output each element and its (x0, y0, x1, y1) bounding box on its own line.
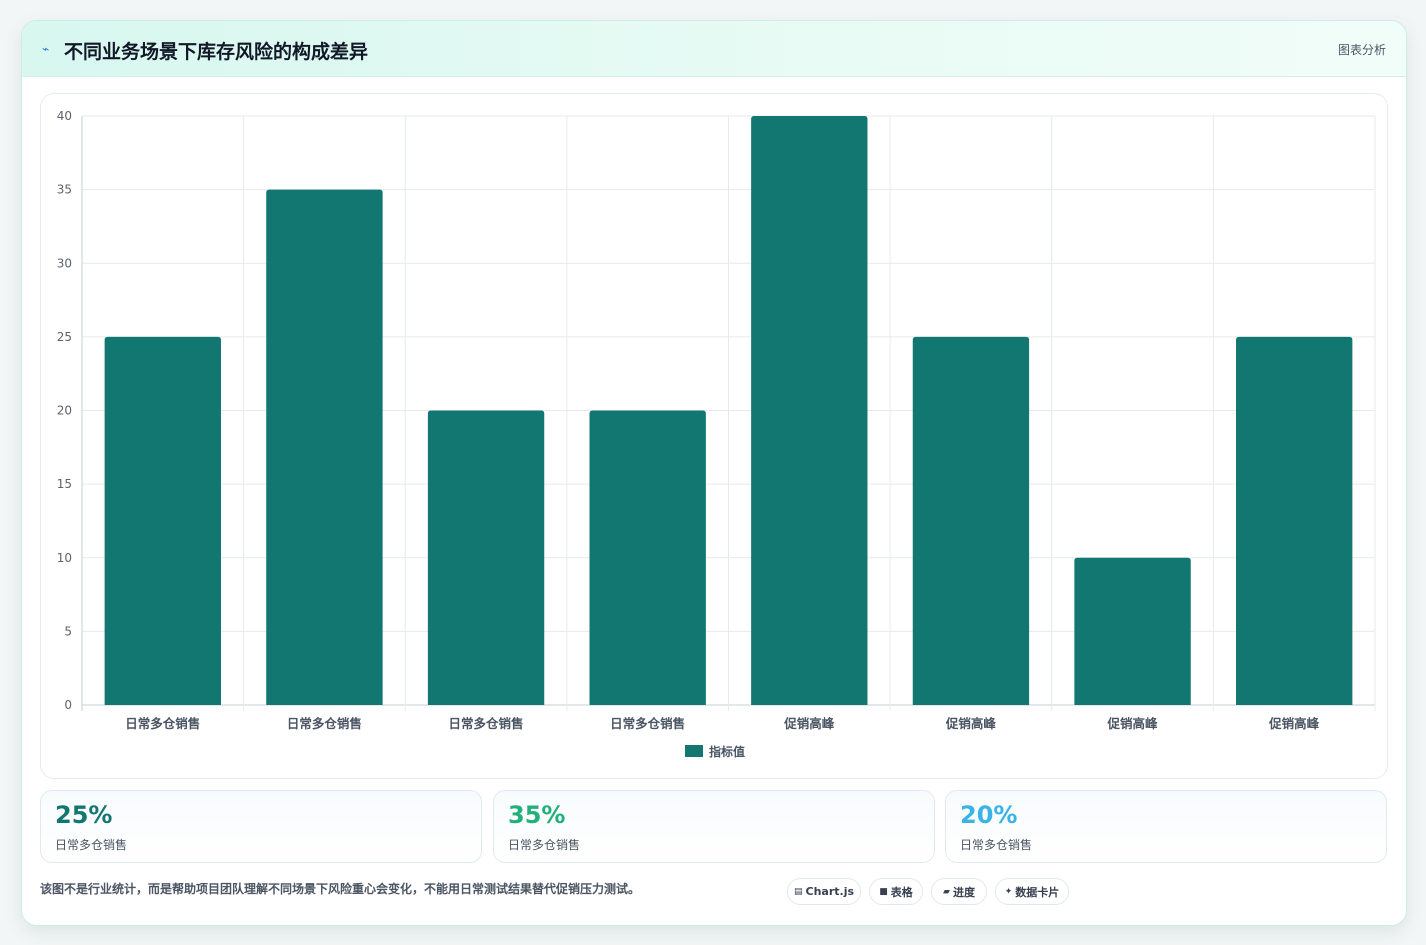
bar (104, 336, 221, 705)
stat-label: 日常多仓销售 (508, 838, 581, 852)
y-tick-label: 25 (57, 330, 72, 344)
stat-label: 日常多仓销售 (960, 838, 1033, 852)
chip-label: 数据卡片 (1015, 885, 1060, 899)
bar (1236, 336, 1353, 705)
stat-value: 20% (960, 801, 1018, 829)
bar-chart: 0 5 10 15 20 25 30 35 40 日常多仓销售 日常多仓销售 日常多仓销售 日常多仓销售… (57, 109, 1376, 759)
chip-progress[interactable]: ▰ 进度 (931, 878, 987, 905)
y-tick-label: 30 (57, 256, 72, 270)
chip-label: 进度 (952, 885, 975, 899)
x-tick-label: 促销高峰 (945, 716, 997, 731)
x-tick-label: 日常多仓销售 (449, 716, 524, 731)
stat-card-3: 20% 日常多仓销售 (945, 790, 1387, 863)
y-tick-label: 5 (64, 624, 72, 638)
stat-value: 25% (55, 801, 113, 829)
y-tick-label: 0 (64, 698, 72, 712)
bar (1074, 557, 1191, 705)
bar (751, 116, 868, 705)
chip-table[interactable]: ■ 表格 (869, 878, 923, 905)
x-tick-label: 促销高峰 (783, 716, 835, 731)
chart-panel: 0 5 10 15 20 25 30 35 40 日常多仓销售 日常多仓销售 日常多仓销售 日常多仓销售… (40, 93, 1388, 779)
table-icon: ■ (879, 886, 888, 897)
bar (912, 336, 1030, 705)
chip-chartjs[interactable]: ▤ Chart.js (787, 878, 861, 905)
chip-label: 表格 (890, 885, 913, 899)
stat-card-1: 25% 日常多仓销售 (40, 790, 482, 863)
chart-card: ⌁ 不同业务场景下库存风险的构成差异 图表分析 0 5 10 15 20 25 30 35 40… (21, 20, 1407, 926)
chart-title: 不同业务场景下库存风险的构成差异 (64, 41, 369, 63)
chip-label: Chart.js (805, 885, 855, 898)
stat-value: 35% (508, 801, 566, 829)
bar (427, 410, 545, 705)
x-tick-label: 促销高峰 (1268, 716, 1320, 731)
x-tick-label: 日常多仓销售 (125, 716, 200, 731)
sparkline-icon: ⌁ (42, 42, 50, 56)
y-tick-label: 20 (57, 404, 72, 418)
bar (266, 189, 383, 705)
y-tick-label: 35 (57, 183, 72, 197)
y-tick-label: 15 (57, 477, 72, 491)
stat-card-2: 35% 日常多仓销售 (493, 790, 935, 863)
stat-label: 日常多仓销售 (55, 838, 128, 852)
chart-analysis-tag[interactable]: 图表分析 (1337, 43, 1386, 57)
x-tick-label: 日常多仓销售 (287, 716, 362, 731)
progress-icon: ▰ (943, 886, 950, 897)
footnote: 该图不是行业统计，而是帮助项目团队理解不同场景下风险重心会变化，不能用日常测试结… (40, 882, 641, 896)
y-tick-label: 10 (57, 551, 72, 565)
y-tick-label: 40 (57, 109, 72, 123)
legend-label: 指标值 (709, 744, 745, 759)
card-header: ⌁ 不同业务场景下库存风险的构成差异 图表分析 (22, 21, 1406, 77)
x-tick-label: 促销高峰 (1107, 716, 1159, 731)
x-tick-label: 日常多仓销售 (610, 716, 685, 731)
chart-icon: ▤ (793, 886, 803, 897)
chip-data-card[interactable]: ✦ 数据卡片 (995, 878, 1069, 905)
legend-swatch (685, 745, 703, 757)
sparkle-icon: ✦ (1004, 886, 1013, 897)
bar (589, 410, 706, 705)
